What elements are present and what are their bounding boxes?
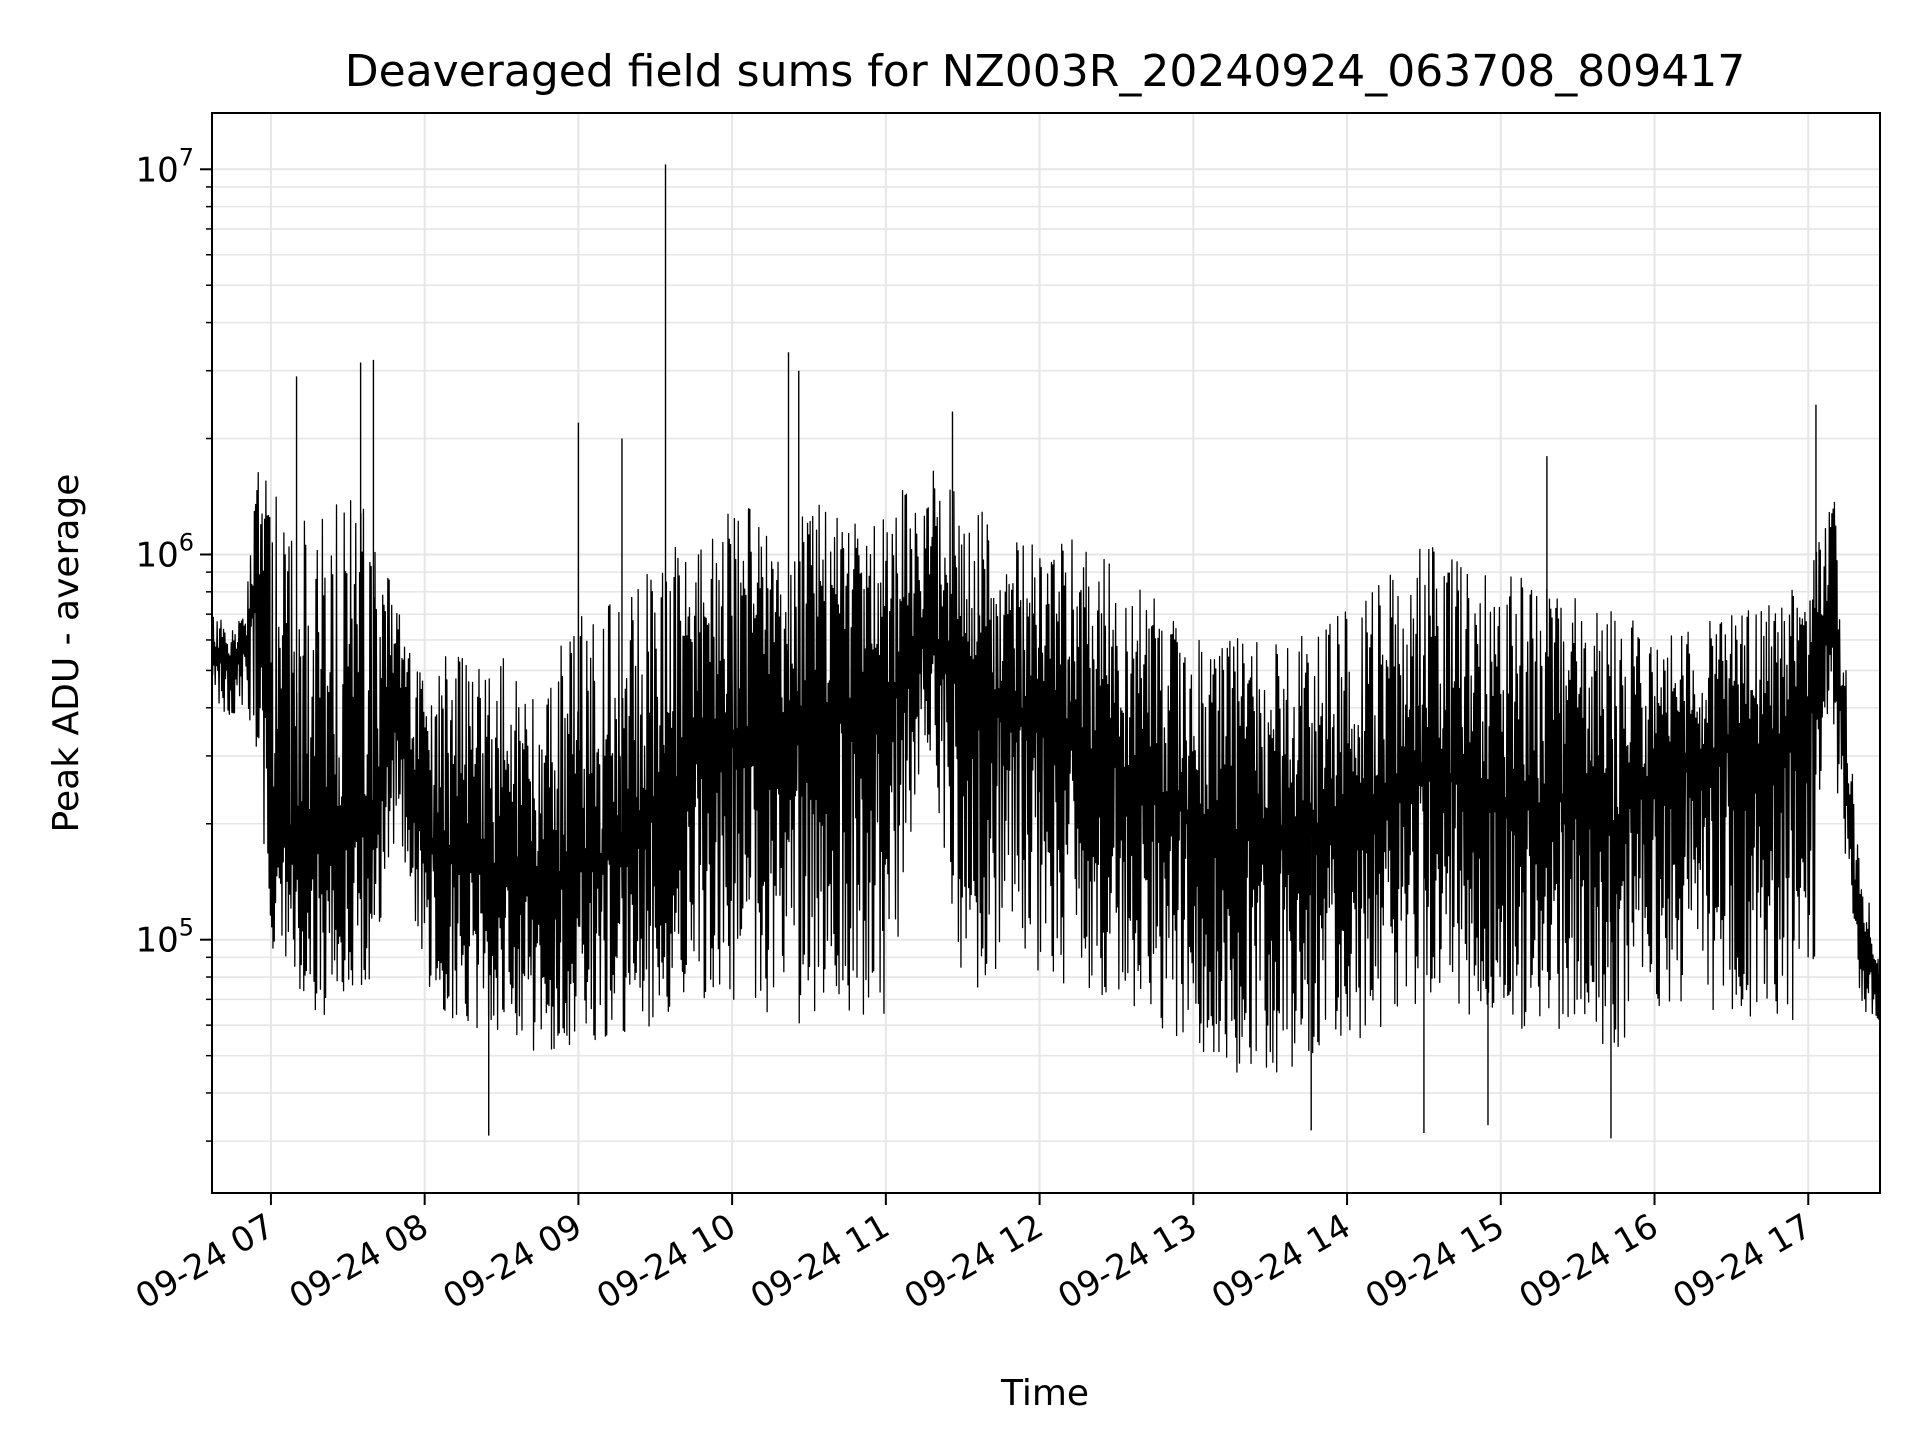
y-tick-label: 105	[135, 914, 194, 961]
y-axis: 105 106 107	[135, 143, 212, 1142]
x-axis-label: Time	[1000, 1373, 1089, 1414]
chart-title: Deaveraged field sums for NZ003R_2024092…	[345, 46, 1745, 97]
y-tick-label: 106	[135, 528, 194, 575]
plot-frame	[211, 112, 1881, 1194]
y-axis-label: Peak ADU - average	[46, 474, 87, 833]
series-path	[211, 470, 1881, 1073]
y-tick-label: 107	[135, 143, 194, 190]
series-line	[211, 164, 1881, 1139]
